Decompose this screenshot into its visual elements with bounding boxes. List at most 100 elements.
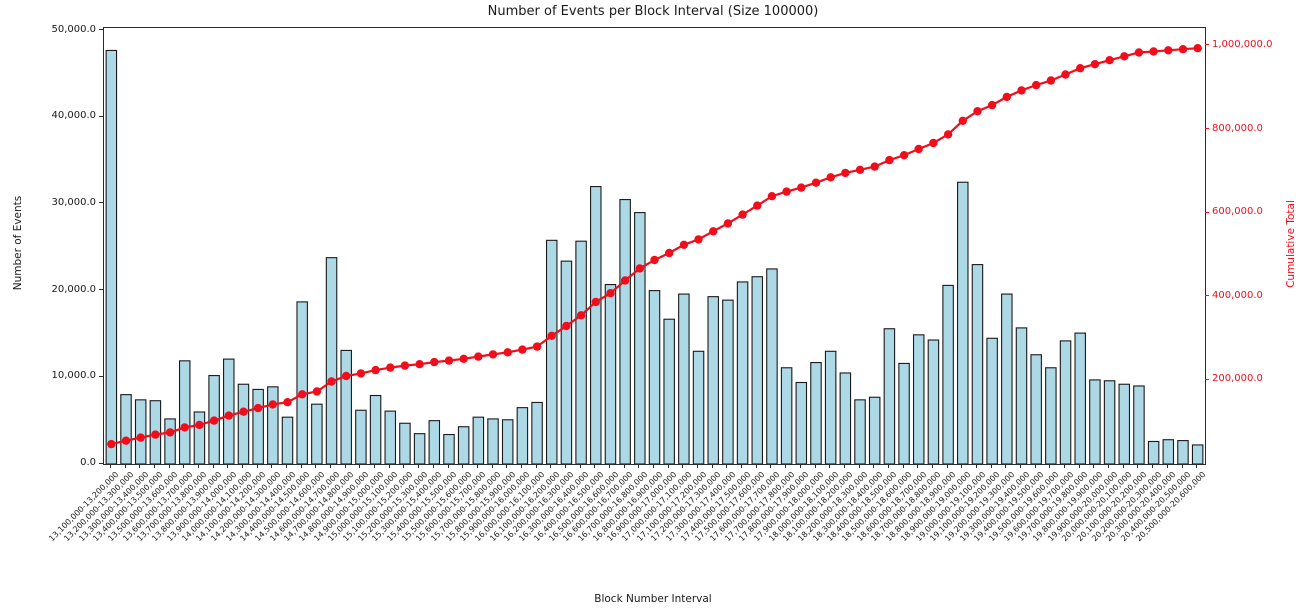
left-y-tick — [99, 375, 103, 377]
x-tick — [491, 464, 493, 468]
x-tick — [300, 464, 302, 468]
x-tick — [1181, 464, 1183, 468]
bar — [252, 388, 264, 464]
cumulative-point — [444, 356, 454, 365]
x-tick — [917, 464, 919, 468]
bar — [134, 399, 147, 464]
bar — [1162, 439, 1175, 464]
right-y-tick-label: 600,000.0 — [1212, 206, 1263, 218]
left-y-tick — [99, 202, 103, 204]
cumulative-point — [885, 155, 894, 165]
bar — [1177, 440, 1189, 464]
x-tick — [256, 464, 258, 468]
bar — [868, 396, 881, 464]
x-tick — [858, 464, 860, 468]
right-y-tick-label: 200,000.0 — [1212, 373, 1263, 385]
x-tick — [242, 464, 243, 468]
x-tick — [976, 464, 977, 468]
x-tick — [124, 464, 126, 468]
x-tick — [109, 464, 111, 468]
x-tick — [1049, 464, 1051, 468]
cumulative-point — [973, 107, 982, 116]
x-tick — [814, 464, 816, 468]
x-tick — [843, 464, 845, 468]
x-tick — [212, 464, 214, 468]
cumulative-point — [899, 151, 909, 160]
cumulative-point — [1017, 86, 1026, 95]
bar — [883, 328, 896, 464]
x-tick — [1108, 464, 1110, 468]
cumulative-point — [532, 342, 542, 351]
cumulative-point — [635, 264, 644, 273]
cumulative-point — [738, 210, 747, 219]
cumulative-point — [224, 411, 233, 420]
x-tick — [564, 464, 566, 468]
bar — [971, 264, 984, 464]
x-tick — [550, 464, 552, 468]
x-tick — [359, 464, 361, 468]
bar — [267, 386, 279, 464]
x-tick — [1064, 464, 1065, 468]
bar — [736, 281, 749, 464]
right-y-tick-label: 1,000,000.0 — [1212, 38, 1273, 50]
x-tick — [638, 464, 640, 468]
bar — [634, 212, 646, 464]
x-tick — [447, 464, 449, 468]
x-tick — [829, 464, 831, 468]
x-tick — [476, 464, 478, 468]
bar — [663, 318, 675, 464]
x-tick — [609, 464, 610, 468]
x-tick — [1122, 464, 1124, 468]
x-tick — [330, 464, 331, 468]
bar — [311, 403, 323, 464]
chart-title: Number of Events per Block Interval (Siz… — [487, 4, 819, 19]
x-tick — [1137, 464, 1139, 468]
x-tick — [682, 464, 684, 468]
right-y-tick-label: 800,000.0 — [1212, 122, 1263, 134]
bar — [487, 418, 499, 464]
bar — [1001, 293, 1013, 464]
bar — [1191, 444, 1204, 464]
cumulative-point — [253, 403, 263, 413]
bar — [413, 433, 426, 464]
x-tick — [183, 464, 185, 468]
cumulative-point — [943, 130, 953, 139]
cumulative-point — [459, 354, 468, 363]
x-tick — [462, 464, 464, 468]
bar — [810, 362, 822, 464]
cumulative-point — [268, 400, 277, 409]
bar — [399, 422, 411, 464]
cumulative-point — [121, 436, 131, 445]
cumulative-point — [620, 276, 630, 285]
cumulative-point — [356, 369, 366, 378]
bar — [1059, 340, 1072, 464]
bar — [604, 283, 617, 464]
x-tick — [315, 464, 317, 468]
x-tick — [197, 464, 199, 468]
bar — [531, 401, 543, 464]
cumulative-point — [165, 428, 175, 437]
bar — [957, 181, 969, 464]
cumulative-point — [723, 219, 733, 228]
cumulative-point — [782, 187, 791, 196]
x-tick — [227, 464, 229, 468]
cumulative-point — [1164, 46, 1173, 55]
x-tick — [873, 464, 875, 468]
bar — [780, 367, 793, 464]
cumulative-point — [180, 423, 189, 432]
bar — [340, 349, 352, 464]
bar — [369, 394, 382, 464]
x-tick — [653, 464, 654, 468]
cumulative-point — [914, 144, 923, 154]
cumulative-point — [430, 357, 439, 367]
x-tick — [931, 464, 933, 468]
cumulative-point — [1090, 60, 1100, 69]
x-tick — [1152, 464, 1154, 468]
x-tick — [388, 464, 390, 468]
cumulative-point — [826, 173, 835, 182]
x-tick — [139, 464, 141, 468]
bar — [1074, 332, 1086, 464]
cumulative-point — [1061, 70, 1070, 79]
bar — [164, 418, 176, 464]
